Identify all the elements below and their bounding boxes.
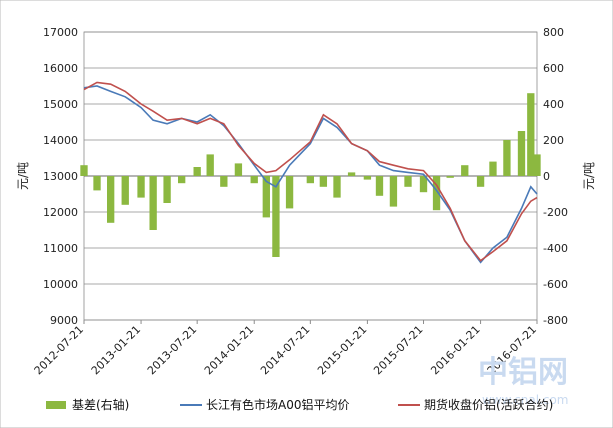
basis-bar — [527, 93, 535, 176]
basis-bar — [234, 163, 243, 176]
y-tick-label-left: 11000 — [43, 242, 78, 255]
legend-label: 基差(右轴) — [72, 397, 129, 412]
basis-bar — [206, 154, 214, 176]
basis-bar — [306, 176, 315, 184]
basis-bar — [149, 176, 157, 230]
basis-bar — [272, 176, 280, 257]
basis-bar — [262, 176, 270, 218]
line-layer — [83, 81, 538, 264]
y-tick-label-left: 16000 — [43, 62, 78, 75]
right-axis-title: 元/吨 — [582, 162, 596, 190]
bar-layer — [80, 93, 541, 257]
basis-bar — [363, 176, 372, 180]
y-tick-label-right: 800 — [543, 26, 564, 39]
basis-bar — [107, 176, 115, 223]
basis-bar — [220, 176, 228, 187]
y-tick-label-right: 600 — [543, 62, 564, 75]
basis-bar — [333, 176, 341, 198]
basis-bar — [137, 176, 145, 198]
basis-bar — [93, 176, 101, 191]
y-tick-label-left: 15000 — [43, 98, 78, 111]
y-tick-label-right: -400 — [543, 242, 568, 255]
basis-bar — [163, 176, 171, 203]
basis-bar — [285, 176, 294, 209]
watermark: 中铝网 www.cnal.com — [478, 355, 569, 407]
basis-bar — [517, 131, 526, 176]
basis-bar — [432, 176, 441, 211]
basis-bar — [80, 165, 88, 176]
left-axis-title: 元/吨 — [16, 162, 30, 190]
legend: 基差(右轴) 长江有色市场A00铝平均价 期货收盘价铝(活跃合约) — [46, 397, 553, 412]
y-tick-label-left: 17000 — [43, 26, 78, 39]
basis-bar — [250, 176, 258, 184]
y-tick-label-left: 14000 — [43, 134, 78, 147]
basis-bar — [489, 161, 497, 176]
basis-bar — [178, 176, 186, 184]
basis-bar — [389, 176, 398, 207]
y-tick-label-right: 200 — [543, 134, 564, 147]
basis-bar — [533, 154, 541, 176]
y-tick-label-left: 13000 — [43, 170, 78, 183]
basis-bar — [375, 176, 384, 196]
y-tick-label-left: 12000 — [43, 206, 78, 219]
legend-label: 期货收盘价铝(活跃合约) — [424, 397, 553, 412]
basis-bar — [404, 176, 412, 187]
y-tick-label-right: -600 — [543, 278, 568, 291]
y-tick-label-right: 0 — [543, 170, 550, 183]
basis-bar — [446, 176, 454, 178]
basis-bar — [121, 176, 129, 205]
basis-bar — [193, 167, 201, 176]
basis-bar — [319, 176, 328, 187]
futures-price-line — [83, 81, 538, 262]
legend-swatch-bar — [46, 401, 66, 409]
basis-bar — [461, 165, 469, 176]
y-tick-label-right: -800 — [543, 314, 568, 327]
y-tick-label-right: 400 — [543, 98, 564, 111]
basis-bar — [347, 172, 356, 176]
watermark-brand: 中铝网 — [478, 355, 568, 390]
y-tick-label-right: -200 — [543, 206, 568, 219]
basis-bar — [419, 176, 428, 193]
y-tick-label-left: 10000 — [43, 278, 78, 291]
watermark-url: www.cnal.com — [482, 393, 569, 407]
basis-bar — [476, 176, 485, 187]
legend-label: 长江有色市场A00铝平均价 — [206, 397, 349, 412]
basis-bar — [503, 140, 511, 176]
y-tick-label-left: 9000 — [50, 314, 78, 327]
